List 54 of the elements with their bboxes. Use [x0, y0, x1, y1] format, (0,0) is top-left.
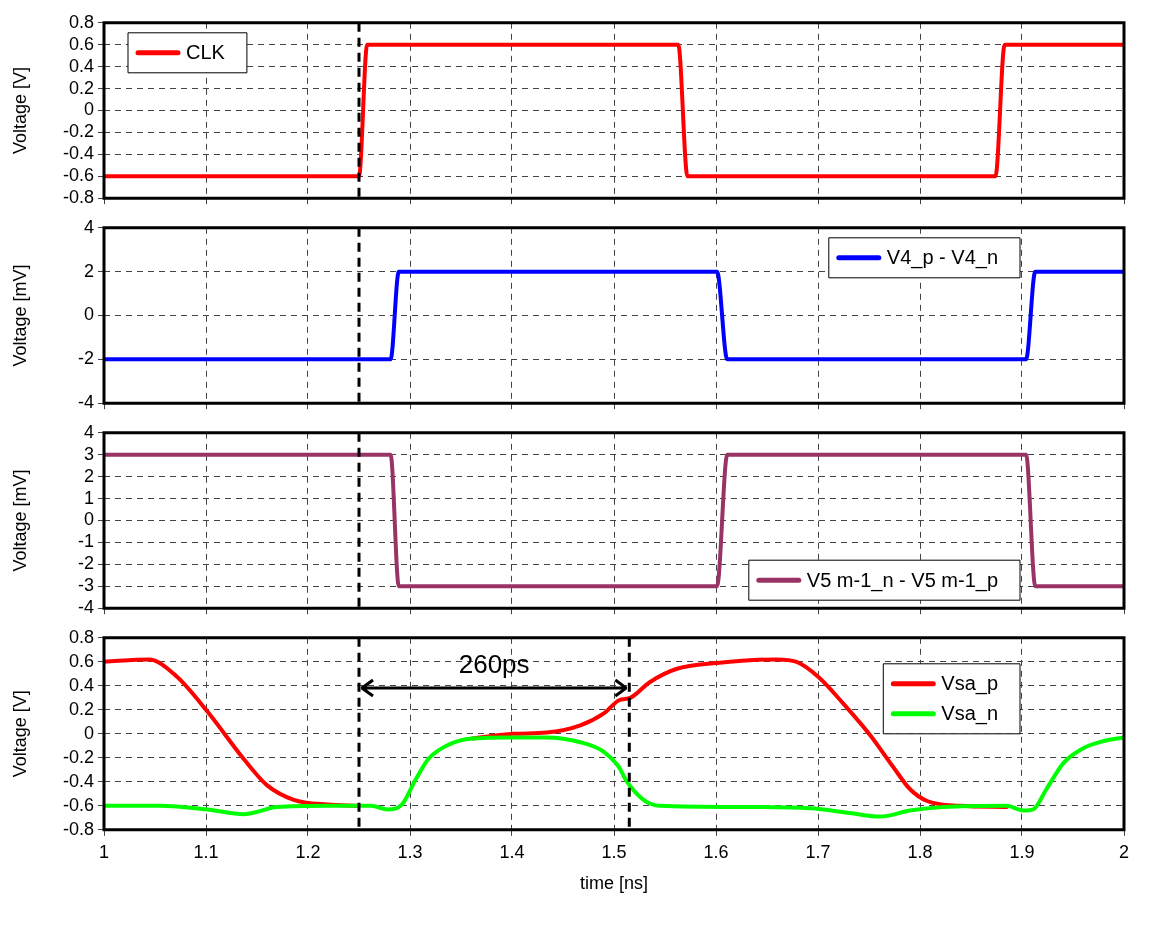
- y-tick-label: -0.2: [62, 746, 94, 767]
- x-tick-label: 1.3: [397, 841, 423, 862]
- x-tick-label: 1.8: [907, 841, 933, 862]
- y-tick-label: -0.4: [62, 770, 94, 791]
- y-tick-label: 0.6: [68, 33, 94, 54]
- y-tick-label: 0: [83, 99, 94, 120]
- legend-label: V5 m-1_n - V5 m-1_p: [806, 568, 999, 592]
- y-tick-label: 0.4: [68, 55, 94, 76]
- y-tick-label: -4: [77, 392, 94, 413]
- y-tick-label: 2: [83, 465, 94, 486]
- y-axis-title: Voltage [mV]: [9, 469, 30, 572]
- y-tick-label: -3: [77, 575, 94, 596]
- x-tick-label: 2: [1118, 841, 1130, 862]
- y-tick-label: -2: [77, 553, 94, 574]
- y-tick-label: 0.2: [68, 77, 94, 98]
- x-tick-label: 1.1: [193, 841, 219, 862]
- x-tick-label: 1.5: [601, 841, 627, 862]
- y-tick-label: -0.2: [62, 121, 94, 142]
- y-tick-label: -0.4: [62, 143, 94, 164]
- y-tick-label: 0: [83, 304, 94, 325]
- x-tick-label: 1.4: [499, 841, 525, 862]
- legend-label: Vsa_n: [941, 702, 999, 726]
- y-tick-label: -2: [77, 348, 94, 369]
- x-tick-label: 1.2: [295, 841, 321, 862]
- y-tick-label: 1: [83, 487, 94, 508]
- y-tick-label: -0.8: [62, 187, 94, 208]
- y-tick-label: 0.8: [68, 626, 94, 647]
- annotation: 260ps: [458, 648, 530, 679]
- y-tick-label: 4: [83, 216, 94, 237]
- y-tick-label: 0.6: [68, 650, 94, 671]
- y-tick-label: 0: [83, 722, 94, 743]
- y-axis-title: Voltage [V]: [9, 66, 30, 155]
- x-tick-label: 1.9: [1009, 841, 1035, 862]
- y-tick-label: -0.8: [62, 818, 94, 839]
- y-axis-title: Voltage [mV]: [9, 264, 30, 367]
- legend-label: V4_p - V4_n: [886, 246, 999, 270]
- y-tick-label: -1: [77, 531, 94, 552]
- y-tick-label: -0.6: [62, 794, 94, 815]
- y-tick-label: 0.4: [68, 674, 94, 695]
- y-tick-label: 0.2: [68, 698, 94, 719]
- y-tick-label: 2: [83, 260, 94, 281]
- y-tick-label: 0.8: [68, 11, 94, 32]
- legend-label: Vsa_p: [941, 672, 999, 696]
- x-axis-title: time [ns]: [579, 873, 649, 894]
- x-tick-label: 1: [98, 841, 110, 862]
- y-axis-title: Voltage [V]: [9, 690, 30, 778]
- y-tick-label: 4: [83, 421, 94, 442]
- y-tick-label: -4: [77, 597, 94, 618]
- y-tick-label: 0: [83, 509, 94, 530]
- y-tick-label: -0.6: [62, 165, 94, 186]
- x-tick-label: 1.7: [805, 841, 831, 862]
- y-tick-label: 3: [83, 443, 94, 464]
- x-tick-label: 1.6: [703, 841, 729, 862]
- legend-label: CLK: [186, 41, 226, 64]
